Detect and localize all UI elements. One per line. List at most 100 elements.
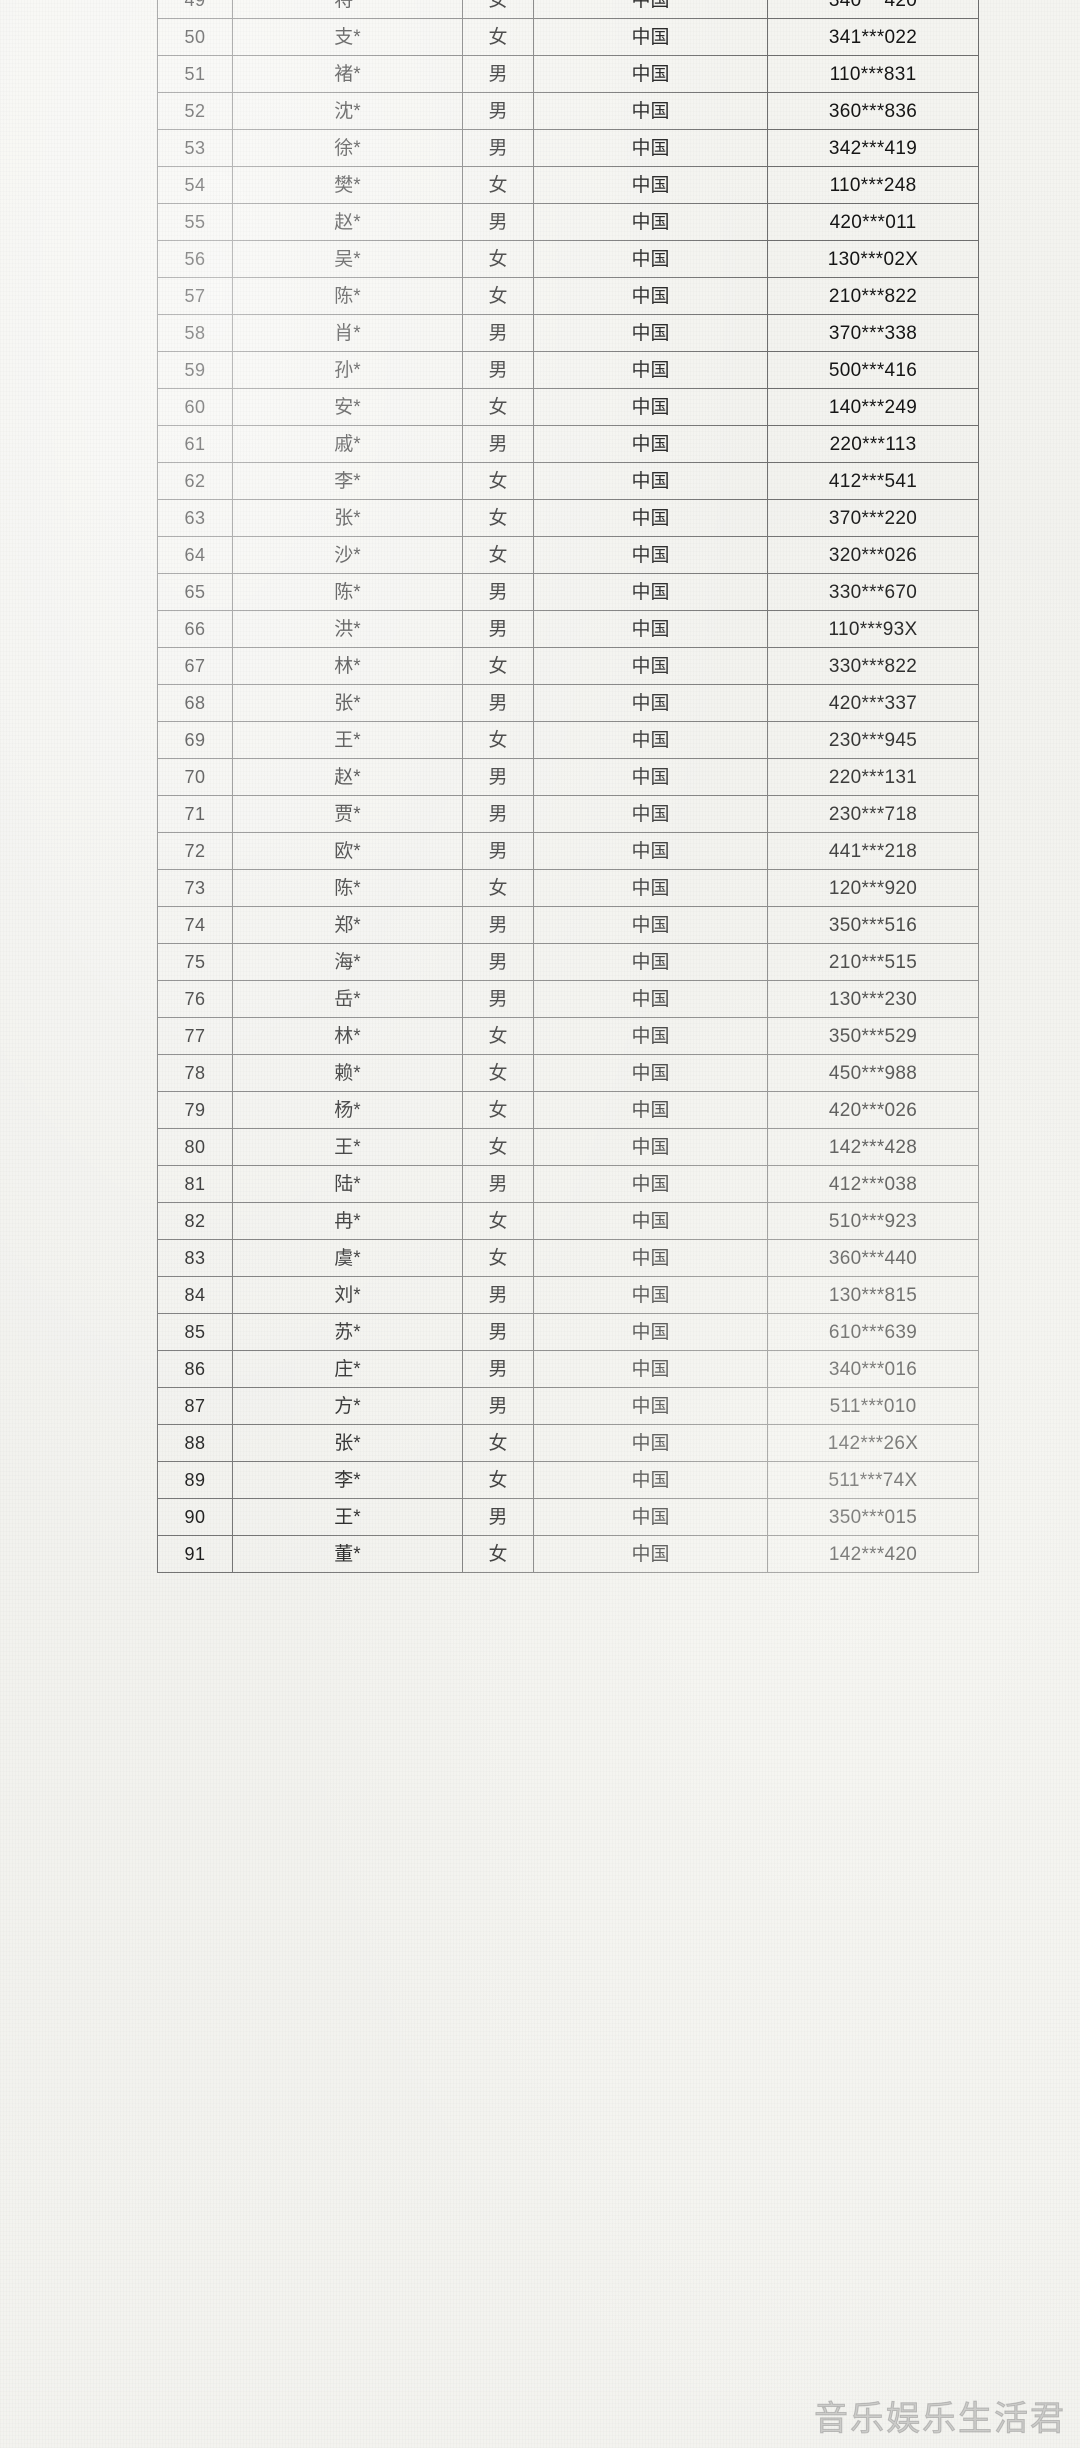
cell-sequence-number: 59 xyxy=(157,351,233,389)
cell-nationality: 中国 xyxy=(533,869,768,907)
cell-masked-id-number: 360***836 xyxy=(767,92,979,130)
table-row: 53 徐* 男中国 342***419 xyxy=(157,129,979,167)
table-row: 80 王* 女中国 142***428 xyxy=(157,1128,979,1166)
cell-sequence-number: 78 xyxy=(157,1054,233,1092)
table-row: 71 贾* 男中国 230***718 xyxy=(157,795,979,833)
cell-masked-id-number: 110***831 xyxy=(767,55,979,93)
cell-masked-surname: 樊* xyxy=(232,166,463,204)
cell-sequence-number: 80 xyxy=(157,1128,233,1166)
cell-nationality: 中国 xyxy=(533,832,768,870)
cell-masked-id-number: 350***529 xyxy=(767,1017,979,1055)
table-row: 79 杨* 女中国 420***026 xyxy=(157,1091,979,1129)
cell-sequence-number: 66 xyxy=(157,610,233,648)
cell-masked-id-number: 330***822 xyxy=(767,647,979,685)
cell-masked-id-number: 110***248 xyxy=(767,166,979,204)
cell-sequence-number: 62 xyxy=(157,462,233,500)
cell-masked-id-number: 370***220 xyxy=(767,499,979,537)
table-row: 91 董* 女中国 142***420 xyxy=(157,1535,979,1573)
cell-nationality: 中国 xyxy=(533,1202,768,1240)
cell-masked-id-number: 230***718 xyxy=(767,795,979,833)
table-row: 49 将* 女中国 340***420 xyxy=(157,0,979,19)
cell-nationality: 中国 xyxy=(533,980,768,1018)
cell-masked-surname: 李* xyxy=(232,462,463,500)
cell-sequence-number: 54 xyxy=(157,166,233,204)
cell-sequence-number: 60 xyxy=(157,388,233,426)
cell-masked-id-number: 420***337 xyxy=(767,684,979,722)
cell-masked-surname: 王* xyxy=(232,1498,463,1536)
cell-sequence-number: 51 xyxy=(157,55,233,93)
cell-sequence-number: 56 xyxy=(157,240,233,278)
cell-nationality: 中国 xyxy=(533,203,768,241)
cell-gender: 男 xyxy=(462,795,534,833)
cell-masked-id-number: 110***93X xyxy=(767,610,979,648)
cell-gender: 男 xyxy=(462,980,534,1018)
cell-gender: 男 xyxy=(462,1387,534,1425)
cell-sequence-number: 50 xyxy=(157,18,233,56)
cell-nationality: 中国 xyxy=(533,1461,768,1499)
cell-sequence-number: 85 xyxy=(157,1313,233,1351)
cell-gender: 女 xyxy=(462,277,534,315)
cell-sequence-number: 67 xyxy=(157,647,233,685)
cell-gender: 男 xyxy=(462,425,534,463)
table-row: 83 虞* 女中国 360***440 xyxy=(157,1239,979,1277)
cell-masked-surname: 贾* xyxy=(232,795,463,833)
cell-sequence-number: 90 xyxy=(157,1498,233,1536)
cell-masked-surname: 徐* xyxy=(232,129,463,167)
table-row: 84 刘* 男中国 130***815 xyxy=(157,1276,979,1314)
cell-nationality: 中国 xyxy=(533,1276,768,1314)
cell-sequence-number: 73 xyxy=(157,869,233,907)
cell-masked-surname: 冉* xyxy=(232,1202,463,1240)
cell-gender: 女 xyxy=(462,166,534,204)
cell-masked-surname: 支* xyxy=(232,18,463,56)
cell-masked-surname: 将* xyxy=(232,0,463,19)
cell-masked-id-number: 610***639 xyxy=(767,1313,979,1351)
cell-gender: 男 xyxy=(462,832,534,870)
cell-masked-surname: 褚* xyxy=(232,55,463,93)
cell-masked-id-number: 441***218 xyxy=(767,832,979,870)
cell-sequence-number: 69 xyxy=(157,721,233,759)
cell-gender: 男 xyxy=(462,351,534,389)
cell-gender: 女 xyxy=(462,536,534,574)
cell-masked-surname: 方* xyxy=(232,1387,463,1425)
table-row: 55 赵* 男中国 420***011 xyxy=(157,203,979,241)
cell-nationality: 中国 xyxy=(533,1313,768,1351)
table-row: 74 郑* 男中国 350***516 xyxy=(157,906,979,944)
table-row: 66 洪* 男中国 110***93X xyxy=(157,610,979,648)
cell-masked-id-number: 500***416 xyxy=(767,351,979,389)
cell-masked-id-number: 120***920 xyxy=(767,869,979,907)
cell-masked-surname: 赵* xyxy=(232,203,463,241)
cell-masked-surname: 苏* xyxy=(232,1313,463,1351)
cell-masked-surname: 洪* xyxy=(232,610,463,648)
table-row: 76 岳* 男中国 130***230 xyxy=(157,980,979,1018)
table-row: 64 沙* 女中国 320***026 xyxy=(157,536,979,574)
cell-nationality: 中国 xyxy=(533,647,768,685)
cell-nationality: 中国 xyxy=(533,55,768,93)
table-row: 60 安* 女中国 140***249 xyxy=(157,388,979,426)
cell-gender: 女 xyxy=(462,1091,534,1129)
table-row: 52 沈* 男中国 360***836 xyxy=(157,92,979,130)
cell-masked-surname: 庄* xyxy=(232,1350,463,1388)
cell-masked-surname: 海* xyxy=(232,943,463,981)
cell-nationality: 中国 xyxy=(533,1350,768,1388)
cell-masked-id-number: 350***516 xyxy=(767,906,979,944)
cell-nationality: 中国 xyxy=(533,1239,768,1277)
cell-sequence-number: 83 xyxy=(157,1239,233,1277)
cell-masked-surname: 孙* xyxy=(232,351,463,389)
cell-masked-id-number: 330***670 xyxy=(767,573,979,611)
cell-gender: 女 xyxy=(462,1128,534,1166)
cell-sequence-number: 86 xyxy=(157,1350,233,1388)
table-row: 59 孙* 男中国 500***416 xyxy=(157,351,979,389)
table-row: 78 赖* 女中国 450***988 xyxy=(157,1054,979,1092)
cell-sequence-number: 77 xyxy=(157,1017,233,1055)
cell-sequence-number: 79 xyxy=(157,1091,233,1129)
cell-masked-surname: 林* xyxy=(232,1017,463,1055)
cell-nationality: 中国 xyxy=(533,240,768,278)
cell-masked-surname: 岳* xyxy=(232,980,463,1018)
cell-masked-id-number: 130***815 xyxy=(767,1276,979,1314)
table-row: 56 吴* 女中国 130***02X xyxy=(157,240,979,278)
cell-gender: 男 xyxy=(462,1165,534,1203)
cell-masked-id-number: 340***016 xyxy=(767,1350,979,1388)
table-row: 86 庄* 男中国 340***016 xyxy=(157,1350,979,1388)
cell-sequence-number: 84 xyxy=(157,1276,233,1314)
